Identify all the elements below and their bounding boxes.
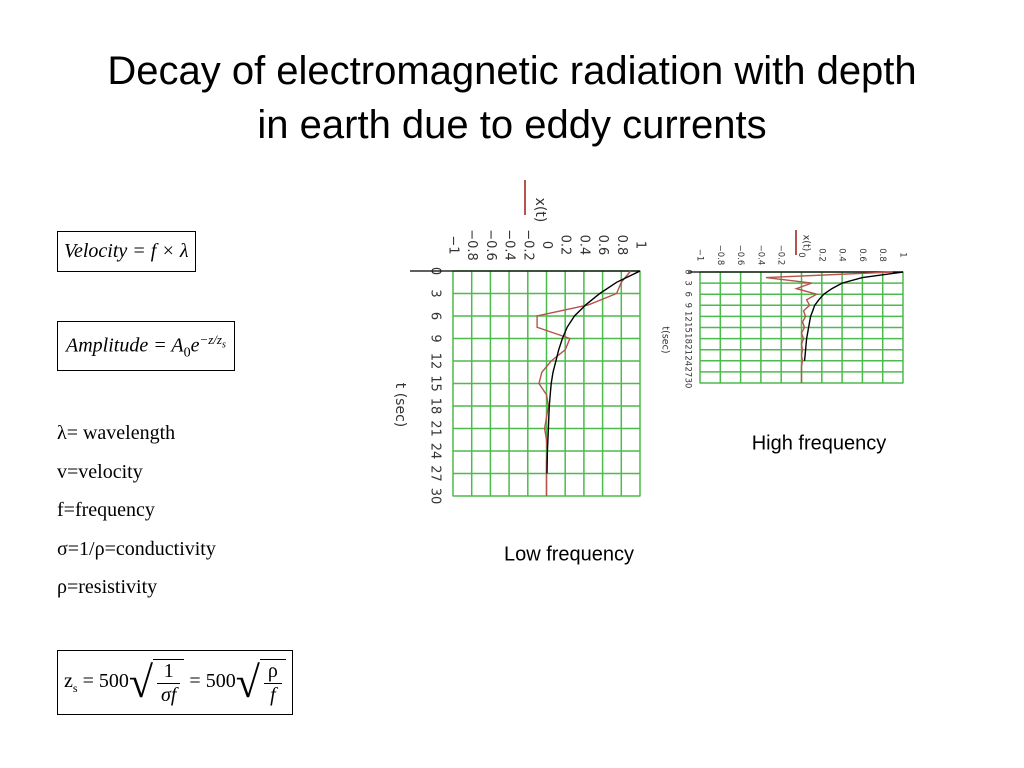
series-line xyxy=(546,270,641,474)
x-tick-label: 1 xyxy=(898,252,908,257)
formula-text: = 500 xyxy=(189,670,236,693)
formula-text: s xyxy=(221,339,226,351)
x-tick-label: 0 xyxy=(539,241,554,249)
amplitude-formula: Amplitude = A0e−z/zs xyxy=(57,321,235,371)
y-tick-label: 0 xyxy=(683,269,693,274)
x-tick-label: −0.4 xyxy=(755,245,765,266)
y-tick-label: 9 xyxy=(683,303,693,308)
x-tick-label: 0.8 xyxy=(877,248,887,262)
y-axis-label: x(t) xyxy=(532,198,548,223)
x-tick-label: 0.8 xyxy=(614,235,629,256)
radical: √ xyxy=(235,658,260,707)
formula-text: −z/z xyxy=(199,332,222,347)
x-tick-label: −0.6 xyxy=(735,245,745,266)
x-tick-label: −0.2 xyxy=(520,229,535,261)
y-tick-label: 15 xyxy=(683,322,693,333)
formula-text: 1 xyxy=(157,660,181,684)
y-tick-label: 3 xyxy=(683,280,693,285)
y-tick-label: 30 xyxy=(683,378,693,389)
x-tick-label: 1 xyxy=(633,241,648,249)
y-tick-label: 21 xyxy=(427,420,442,437)
x-tick-label: 0.4 xyxy=(576,235,591,256)
y-tick-label: 18 xyxy=(683,333,693,344)
definition: σ=1/ρ=conductivity xyxy=(57,537,216,560)
x-tick-label: 0.6 xyxy=(595,235,610,256)
series-line xyxy=(803,271,904,361)
skin-depth-formula: zs = 500√ 1 σf = 500√ ρ f xyxy=(57,650,293,715)
x-tick-label: −0.8 xyxy=(715,245,725,266)
y-tick-label: 12 xyxy=(683,311,693,322)
formula-text: Amplitude = A xyxy=(66,334,184,357)
chart-caption: Low frequency xyxy=(504,543,634,565)
x-tick-label: −1 xyxy=(695,249,705,262)
x-tick-label: 0.4 xyxy=(837,248,847,262)
y-tick-label: 6 xyxy=(427,312,442,320)
formula-text: = 500 xyxy=(82,670,129,693)
definition: f=frequency xyxy=(57,499,155,522)
y-tick-label: 18 xyxy=(427,398,442,415)
chart-caption: High frequency xyxy=(752,432,887,454)
x-tick-label: 0.6 xyxy=(857,248,867,262)
x-tick-label: −0.4 xyxy=(502,229,517,261)
y-tick-label: 24 xyxy=(427,443,442,460)
x-axis-label: t (sec) xyxy=(392,383,408,427)
y-tick-label: 12 xyxy=(427,353,442,370)
y-tick-label: 21 xyxy=(683,344,693,355)
series-line xyxy=(765,271,893,383)
formula-text: s xyxy=(72,681,78,696)
formula-text: ρ xyxy=(263,660,282,684)
slide-title: Decay of electromagnetic radiation with … xyxy=(107,49,917,147)
x-tick-label: 0.2 xyxy=(816,248,826,262)
x-tick-label: 0 xyxy=(796,252,806,257)
radical: √ xyxy=(128,658,153,707)
formula-text: 0 xyxy=(183,345,191,361)
y-tick-label: 9 xyxy=(427,334,442,342)
y-axis-label: x(t) xyxy=(801,235,812,252)
x-tick-label: −1 xyxy=(446,235,461,254)
x-tick-label: −0.6 xyxy=(483,229,498,261)
x-tick-label: −0.8 xyxy=(464,229,479,261)
formula-text: f xyxy=(270,683,276,706)
formula-text: σf xyxy=(161,683,177,706)
y-tick-label: 24 xyxy=(683,355,693,366)
y-tick-label: 27 xyxy=(427,465,442,482)
y-tick-label: 30 xyxy=(427,488,442,505)
definition: v=velocity xyxy=(57,460,143,483)
definition: λ= wavelength xyxy=(57,422,176,444)
y-tick-label: 27 xyxy=(683,366,693,377)
formula-text: e xyxy=(190,334,200,357)
formula-text: z xyxy=(64,670,73,693)
y-tick-label: 6 xyxy=(683,291,693,296)
x-tick-label: 0.2 xyxy=(558,235,573,256)
definitions: λ= wavelength v=velocity f=frequency σ=1… xyxy=(57,420,216,613)
y-tick-label: 15 xyxy=(427,375,442,392)
x-tick-label: −0.2 xyxy=(776,245,786,266)
x-axis-label: t(sec) xyxy=(660,326,671,353)
y-tick-label: 3 xyxy=(427,289,442,297)
velocity-formula: Velocity = f × λ xyxy=(57,231,196,272)
definition: ρ=resistivity xyxy=(57,576,158,599)
